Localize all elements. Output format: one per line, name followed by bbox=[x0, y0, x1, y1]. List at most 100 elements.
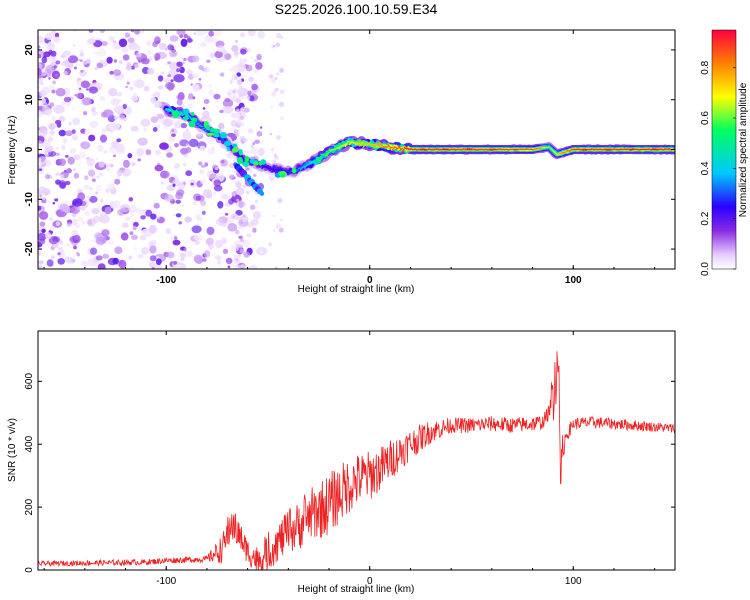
spectrogram-noise-blob bbox=[192, 83, 200, 92]
spectrogram-ridge-segment bbox=[397, 145, 401, 149]
spectrogram-noise-blob bbox=[127, 153, 133, 159]
spectrogram-noise-blob bbox=[233, 129, 239, 135]
spectrogram-noise-blob bbox=[140, 118, 151, 127]
spectrogram-noise-blob bbox=[176, 68, 180, 73]
spectrogram-noise-blob bbox=[141, 247, 150, 255]
spectrogram-noise-blob bbox=[65, 130, 73, 137]
spectrogram-ridge-segment bbox=[360, 141, 365, 145]
spectrogram-noise-blob bbox=[55, 172, 61, 176]
spectrogram-noise-blob bbox=[279, 89, 285, 95]
spectrogram-noise-blob bbox=[196, 132, 203, 137]
spectrogram-noise-blob bbox=[247, 90, 252, 96]
spectrogram-noise-blob bbox=[88, 38, 96, 44]
spectrogram-noise-blob bbox=[232, 170, 236, 174]
spectrogram-ridge-spot bbox=[231, 147, 239, 153]
spectrogram-noise-blob bbox=[118, 38, 128, 48]
spectrogram-noise-blob bbox=[172, 239, 181, 246]
spectrogram-noise-blob bbox=[200, 164, 206, 168]
spectrogram-noise-blob bbox=[104, 206, 112, 215]
spectrogram-noise-blob bbox=[274, 153, 277, 157]
colorbar-frame bbox=[711, 29, 737, 270]
spectrogram-noise-blob bbox=[49, 225, 55, 232]
spectrogram-ridge-segment bbox=[568, 149, 572, 152]
spectrogram-noise-blob bbox=[165, 63, 169, 66]
spectrogram-noise-blob bbox=[96, 175, 100, 179]
spectrogram-noise-blob bbox=[95, 255, 103, 261]
spectrogram-noise-blob bbox=[195, 195, 201, 201]
spectrogram-ridge-segment bbox=[381, 145, 385, 149]
spectrogram-ridge-segment bbox=[495, 148, 499, 151]
spectrogram-noise-blob bbox=[38, 250, 42, 256]
spectrogram-noise-blob bbox=[165, 81, 176, 90]
spectrogram-ridge-spot bbox=[313, 160, 319, 165]
spectrogram-noise-blob bbox=[95, 236, 107, 245]
spectrogram-ridge-segment bbox=[169, 108, 173, 112]
spectrogram-noise-blob bbox=[233, 50, 239, 56]
spectrogram-noise-blob bbox=[221, 193, 229, 200]
spectrogram-ridge-spot bbox=[291, 167, 297, 174]
spectrogram-noise-blob bbox=[201, 210, 206, 215]
spectrogram-noise-blob bbox=[77, 207, 82, 211]
spectrogram-noise-blob bbox=[81, 221, 85, 225]
colorbar-tick-label: 0.8 bbox=[700, 60, 711, 74]
spectrogram-noise-blob bbox=[160, 170, 168, 179]
spectrogram-ridge-segment bbox=[218, 135, 222, 139]
spectrogram-ridge-segment bbox=[301, 165, 306, 169]
spectrogram-noise-blob bbox=[95, 191, 99, 195]
spectrogram-noise-blob bbox=[150, 116, 159, 123]
spectrogram-noise-blob bbox=[127, 37, 135, 43]
spectrogram-noise-blob bbox=[180, 147, 188, 155]
spectrogram-noise-blob bbox=[176, 189, 185, 196]
snr-y-axis-label: SNR (10 * v/v) bbox=[7, 418, 18, 482]
spectrogram-noise-blob bbox=[114, 246, 123, 254]
colorbar-tick-label: 0.6 bbox=[700, 111, 711, 125]
spectrogram-ridge-segment bbox=[399, 147, 403, 151]
spectrogram-noise-blob bbox=[234, 180, 241, 187]
spectrogram-noise-blob bbox=[238, 226, 241, 229]
spectrogram-ridge-spot bbox=[242, 161, 250, 168]
snr-x-tick-label: 0 bbox=[367, 576, 373, 587]
spectrogram-noise-blob bbox=[249, 264, 258, 269]
spectrogram-noise-blob bbox=[170, 202, 173, 206]
spectrogram-noise-blob bbox=[240, 238, 245, 243]
spectrogram-noise-blob bbox=[240, 32, 246, 38]
spectrogram-noise-blob bbox=[256, 131, 263, 137]
spectrogram-noise-blob bbox=[72, 198, 83, 207]
spectrogram-noise-blob bbox=[237, 52, 240, 55]
spectrogram-noise-blob bbox=[250, 89, 256, 94]
spectrogram-noise-blob bbox=[38, 232, 47, 241]
spectrogram-noise-blob bbox=[54, 73, 59, 77]
spectrogram-noise-blob bbox=[245, 190, 250, 195]
spectrogram-noise-blob bbox=[228, 92, 231, 96]
spectrogram-ridge-spot bbox=[177, 111, 183, 116]
spectrogram-noise-blob bbox=[113, 69, 122, 76]
snr-y-tick-label: 200 bbox=[24, 498, 35, 515]
spectrogram-noise-blob bbox=[249, 95, 255, 101]
spectrogram-noise-blob bbox=[45, 108, 53, 117]
spectrogram-noise-blob bbox=[53, 36, 61, 43]
spectrogram-noise-blob bbox=[236, 187, 245, 196]
spectrogram-noise-blob bbox=[52, 201, 55, 205]
spectrogram-noise-blob bbox=[239, 244, 243, 249]
spectrogram-noise-blob bbox=[184, 216, 192, 223]
spectrogram-noise-blob bbox=[108, 121, 120, 131]
spectrogram-noise-blob bbox=[62, 138, 68, 144]
spectrogram-ridge-spot bbox=[191, 111, 195, 116]
spectrogram-noise-blob bbox=[106, 56, 113, 64]
spectrogram-noise-blob bbox=[148, 261, 155, 268]
spectrogram-ridge-segment bbox=[267, 167, 271, 170]
spectrogram-ridge-segment bbox=[328, 148, 332, 152]
spectrogram-ridge-segment bbox=[389, 146, 393, 149]
spectrogram-noise-blob bbox=[38, 205, 42, 211]
spectrogram-noise-blob bbox=[236, 264, 243, 269]
spectrogram-ridge-spot bbox=[253, 161, 259, 166]
spectrogram-ridge-spot bbox=[220, 132, 228, 139]
spectrogram-noise-blob bbox=[206, 170, 216, 179]
spectrogram-ridge-segment bbox=[322, 153, 326, 156]
spectrogram-noise-blob bbox=[224, 213, 229, 216]
spectrogram-ridge-segment bbox=[350, 141, 355, 144]
colorbar-label: Normalized spectral amplitude bbox=[738, 82, 749, 217]
spectrogram-noise-blob bbox=[228, 162, 235, 169]
spectrogram-noise-blob bbox=[89, 187, 94, 191]
spectrogram-noise-blob bbox=[166, 152, 173, 158]
